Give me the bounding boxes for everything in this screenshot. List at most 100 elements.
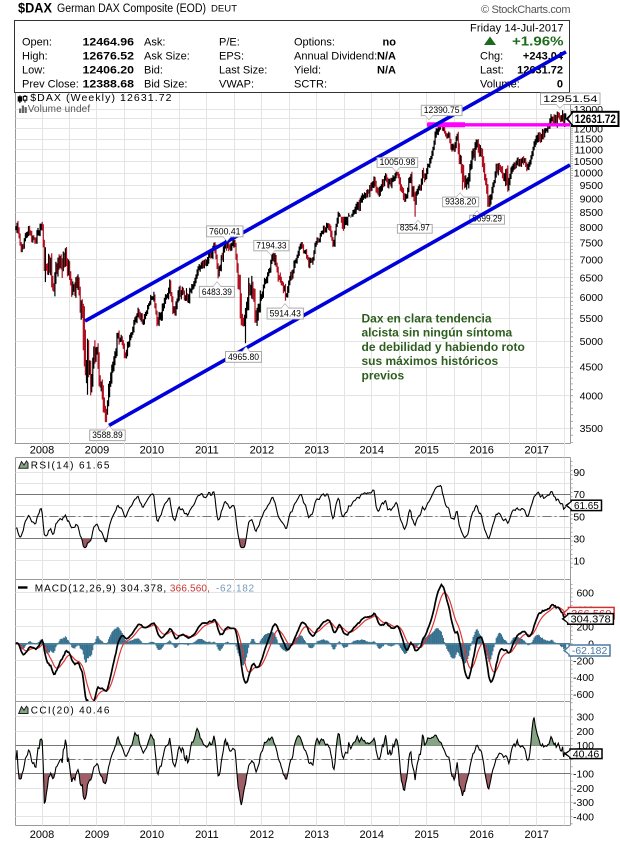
svg-text:Dax en clara tendencia: Dax en clara tendencia xyxy=(362,312,492,326)
svg-text:-600: -600 xyxy=(573,689,594,701)
svg-text:2014: 2014 xyxy=(360,829,384,841)
svg-text:-400: -400 xyxy=(573,672,594,684)
svg-text:no: no xyxy=(383,37,397,49)
svg-text:2017: 2017 xyxy=(524,445,548,457)
svg-text:Bid:: Bid: xyxy=(144,65,163,77)
svg-text:200: 200 xyxy=(576,726,594,738)
svg-text:300: 300 xyxy=(576,712,594,724)
svg-text:Low:: Low: xyxy=(22,65,45,77)
svg-text:2011: 2011 xyxy=(195,829,219,841)
svg-text:8500: 8500 xyxy=(580,207,604,219)
svg-text:5914.43: 5914.43 xyxy=(270,309,301,320)
svg-text:DEUT: DEUT xyxy=(211,4,237,15)
svg-text:German DAX Composite (EOD): German DAX Composite (EOD) xyxy=(57,3,206,15)
svg-text:7194.33: 7194.33 xyxy=(256,240,286,251)
svg-text:2017: 2017 xyxy=(524,829,548,841)
svg-text:2008: 2008 xyxy=(30,829,54,841)
svg-text:3500: 3500 xyxy=(580,423,604,435)
svg-text:Volume undef: Volume undef xyxy=(28,104,91,115)
svg-text:10000: 10000 xyxy=(574,168,603,180)
svg-text:previos: previos xyxy=(362,368,405,382)
svg-text:Chg:: Chg: xyxy=(480,51,503,63)
svg-text:2013: 2013 xyxy=(305,445,329,457)
svg-text:70: 70 xyxy=(573,489,585,501)
svg-text:Open:: Open: xyxy=(22,37,52,49)
svg-text:2016: 2016 xyxy=(469,829,493,841)
svg-text:-400: -400 xyxy=(573,811,594,823)
svg-text:N/A: N/A xyxy=(377,65,396,77)
svg-text:sus máximos históricos: sus máximos históricos xyxy=(362,354,499,368)
svg-text:10: 10 xyxy=(573,556,585,568)
svg-text:CCI(20) 40.46: CCI(20) 40.46 xyxy=(31,706,110,717)
svg-text:6000: 6000 xyxy=(580,292,604,304)
svg-text:P/E:: P/E: xyxy=(219,37,240,49)
svg-text:Yield:: Yield: xyxy=(294,65,321,77)
svg-text:8699.29: 8699.29 xyxy=(472,214,502,225)
svg-text:12390.75: 12390.75 xyxy=(424,105,460,116)
svg-text:-300: -300 xyxy=(573,797,594,809)
svg-text:8000: 8000 xyxy=(580,222,604,234)
svg-text:90: 90 xyxy=(573,467,585,479)
svg-text:Annual Dividend:: Annual Dividend: xyxy=(294,51,377,63)
svg-text:0: 0 xyxy=(557,79,563,91)
svg-text:-62.182: -62.182 xyxy=(572,646,608,657)
svg-text:Last:: Last: xyxy=(480,65,504,77)
svg-text:2012: 2012 xyxy=(250,829,274,841)
svg-text:4500: 4500 xyxy=(580,362,604,374)
svg-text:2013: 2013 xyxy=(305,829,329,841)
svg-text:600: 600 xyxy=(576,588,594,600)
svg-text:Ask:: Ask: xyxy=(144,37,165,49)
svg-text:5500: 5500 xyxy=(580,313,604,325)
svg-text:-62.182: -62.182 xyxy=(216,583,254,594)
svg-text:$DAX: $DAX xyxy=(18,1,52,16)
svg-text:$DAX (Weekly) 12631.72: $DAX (Weekly) 12631.72 xyxy=(30,92,171,104)
svg-text:30: 30 xyxy=(573,533,585,545)
svg-text:Last Size:: Last Size: xyxy=(219,65,267,77)
svg-text:12388.68: 12388.68 xyxy=(83,79,135,91)
svg-text:9000: 9000 xyxy=(580,193,604,205)
svg-text:12951.54: 12951.54 xyxy=(543,94,598,105)
svg-text:Options:: Options: xyxy=(294,37,335,49)
svg-text:SCTR:: SCTR: xyxy=(294,79,327,91)
svg-text:Bid Size:: Bid Size: xyxy=(144,79,187,91)
svg-text:2015: 2015 xyxy=(414,829,438,841)
svg-text:366.560,: 366.560, xyxy=(170,583,210,594)
svg-text:2009: 2009 xyxy=(85,445,109,457)
svg-text:10050.98: 10050.98 xyxy=(380,157,416,168)
svg-text:Prev Close:: Prev Close: xyxy=(22,79,79,91)
svg-text:N/A: N/A xyxy=(377,51,396,63)
svg-text:+1.96%: +1.96% xyxy=(512,35,564,49)
svg-text:12464.96: 12464.96 xyxy=(83,37,135,49)
svg-text:61.65: 61.65 xyxy=(574,501,599,512)
svg-text:4000: 4000 xyxy=(580,390,604,402)
svg-text:7500: 7500 xyxy=(580,238,604,250)
svg-text:Ask Size:: Ask Size: xyxy=(144,51,190,63)
svg-text:12676.52: 12676.52 xyxy=(83,51,135,63)
svg-text:2008: 2008 xyxy=(30,445,54,457)
svg-text:7600.41: 7600.41 xyxy=(209,226,240,237)
svg-text:11500: 11500 xyxy=(575,134,604,146)
svg-text:VWAP:: VWAP: xyxy=(219,79,254,91)
svg-text:MACD(12,26,9) 304.378,: MACD(12,26,9) 304.378, xyxy=(35,583,166,594)
svg-text:12631.72: 12631.72 xyxy=(575,114,616,126)
svg-text:9500: 9500 xyxy=(580,180,604,192)
svg-text:304.378: 304.378 xyxy=(571,615,612,626)
svg-text:High:: High: xyxy=(22,51,48,63)
svg-text:2014: 2014 xyxy=(360,445,384,457)
svg-text:-200: -200 xyxy=(573,655,594,667)
svg-text:40.46: 40.46 xyxy=(573,749,600,760)
svg-text:4965.80: 4965.80 xyxy=(228,352,259,363)
svg-text:EPS:: EPS: xyxy=(219,51,244,63)
svg-text:-100: -100 xyxy=(573,769,594,781)
svg-text:11000: 11000 xyxy=(575,145,604,157)
svg-text:2009: 2009 xyxy=(85,829,109,841)
svg-text:8354.97: 8354.97 xyxy=(400,223,430,234)
svg-text:12406.20: 12406.20 xyxy=(83,65,135,77)
svg-text:RSI(14) 61.65: RSI(14) 61.65 xyxy=(31,460,110,471)
svg-text:5000: 5000 xyxy=(580,336,604,348)
svg-text:9338.20: 9338.20 xyxy=(445,196,476,207)
svg-text:-200: -200 xyxy=(573,783,594,795)
svg-text:© StockCharts.com: © StockCharts.com xyxy=(481,4,571,16)
svg-text:alcista sin ningún síntoma: alcista sin ningún síntoma xyxy=(362,326,513,340)
svg-text:2012: 2012 xyxy=(250,445,274,457)
